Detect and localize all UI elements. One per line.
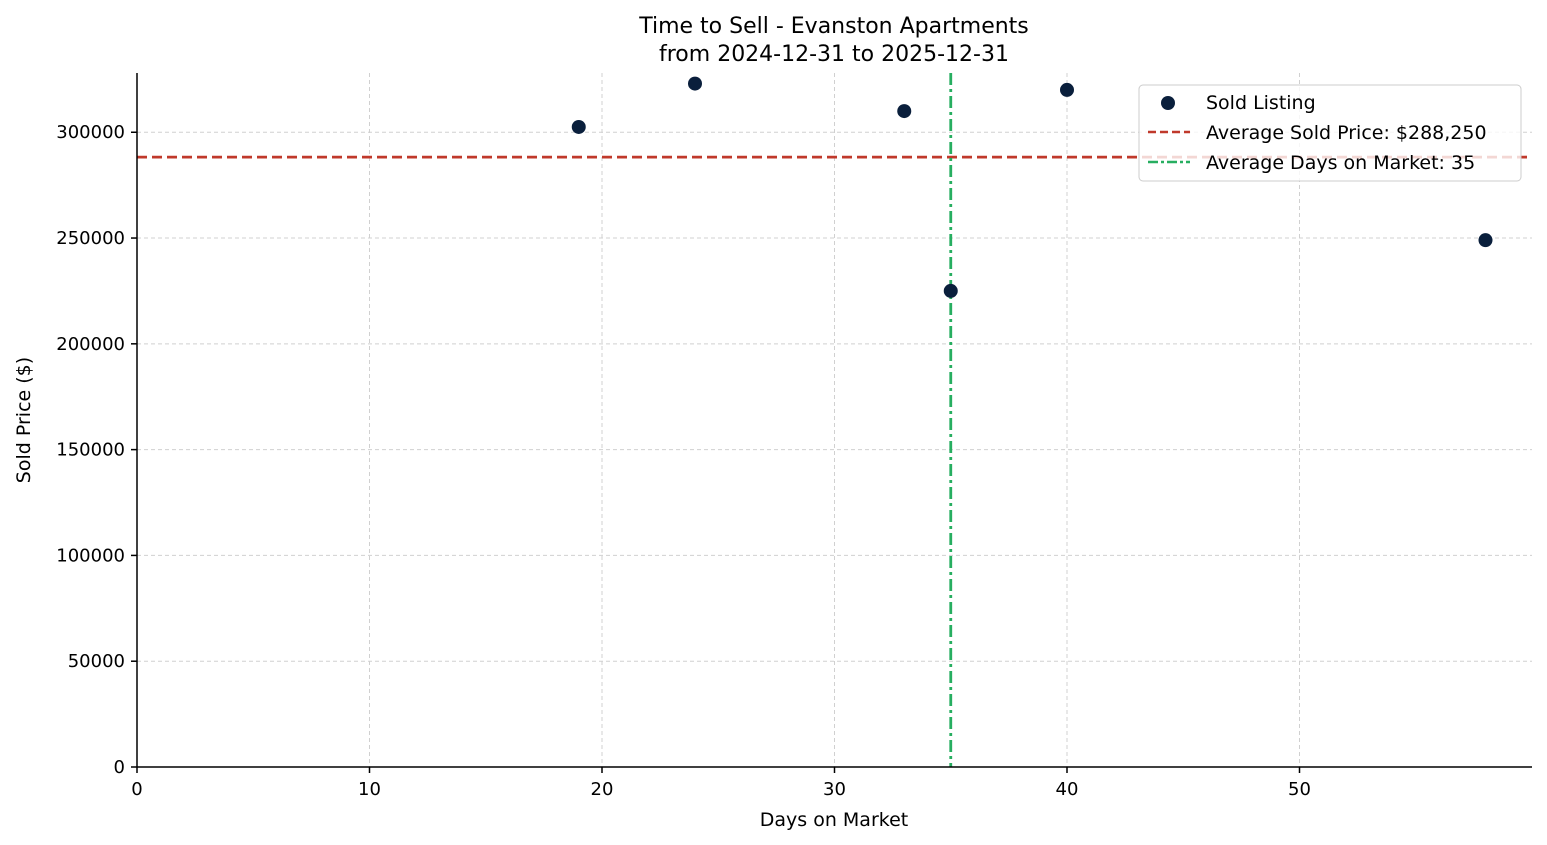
x-tick-label: 30 xyxy=(823,779,846,800)
y-tick-label: 150000 xyxy=(56,440,125,461)
y-axis-label: Sold Price ($) xyxy=(13,357,35,483)
data-point xyxy=(897,104,912,119)
data-point xyxy=(1478,233,1493,248)
y-tick-label: 50000 xyxy=(68,651,125,672)
x-axis-label: Days on Market xyxy=(760,809,908,831)
data-point xyxy=(571,119,586,134)
x-tick-label: 10 xyxy=(358,779,381,800)
chart-subtitle: from 2024-12-31 to 2025-12-31 xyxy=(659,42,1009,67)
scatter-points xyxy=(571,76,1493,298)
x-tick-label: 40 xyxy=(1056,779,1079,800)
data-point xyxy=(1060,82,1074,97)
x-tick-label: 20 xyxy=(591,779,614,800)
y-tick-label: 200000 xyxy=(56,334,125,355)
legend-label-avg-price: Average Sold Price: $288,250 xyxy=(1206,122,1487,144)
legend-label-sold-listing: Sold Listing xyxy=(1206,92,1316,114)
x-tick-label: 0 xyxy=(131,779,142,800)
y-ticks: 0 50000 100000 150000 200000 250000 300000 xyxy=(56,122,137,778)
y-tick-label: 100000 xyxy=(56,545,125,566)
x-tick-label: 50 xyxy=(1288,779,1311,800)
y-tick-label: 250000 xyxy=(56,228,125,249)
legend-box xyxy=(1138,84,1522,182)
chart-title: Time to Sell - Evanston Apartments xyxy=(638,14,1029,39)
legend-label-avg-days: Average Days on Market: 35 xyxy=(1206,152,1475,174)
legend: Sold Listing Average Sold Price: $288,25… xyxy=(1138,84,1522,182)
legend-marker-sold-listing xyxy=(1161,96,1175,110)
y-tick-label: 0 xyxy=(114,757,125,778)
y-tick-label: 300000 xyxy=(56,122,125,143)
data-point xyxy=(943,283,958,298)
data-point xyxy=(688,76,702,91)
x-ticks: 0 10 20 30 40 50 xyxy=(131,767,1311,800)
